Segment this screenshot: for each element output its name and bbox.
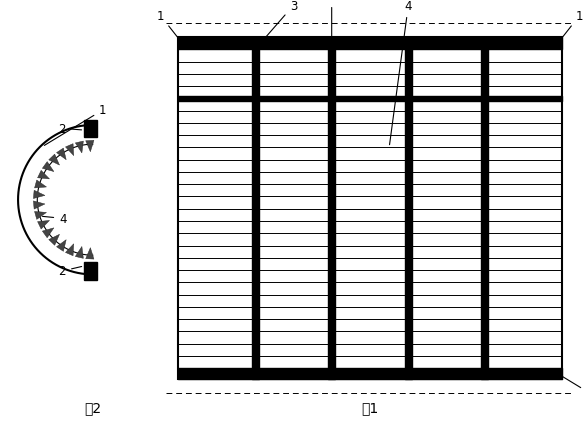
Polygon shape: [85, 248, 94, 259]
Text: 1: 1: [559, 10, 583, 42]
Text: 2: 2: [328, 0, 335, 47]
Bar: [84, 263, 97, 280]
Polygon shape: [75, 247, 83, 259]
Polygon shape: [37, 221, 50, 230]
Polygon shape: [66, 144, 74, 156]
Polygon shape: [33, 191, 45, 199]
Text: 图1: 图1: [362, 400, 378, 414]
Polygon shape: [35, 181, 46, 189]
Text: 4: 4: [43, 213, 67, 225]
Polygon shape: [66, 244, 74, 256]
Polygon shape: [42, 162, 54, 172]
Text: 3: 3: [257, 0, 297, 48]
Text: 1: 1: [157, 10, 181, 42]
Polygon shape: [75, 142, 83, 153]
Polygon shape: [37, 171, 50, 179]
Polygon shape: [33, 201, 45, 210]
Polygon shape: [42, 228, 54, 238]
Text: 4: 4: [390, 0, 412, 145]
Text: 图2: 图2: [84, 400, 101, 414]
Text: 2: 2: [58, 265, 82, 278]
Polygon shape: [57, 149, 66, 160]
Polygon shape: [49, 235, 60, 246]
Bar: [178, 38, 562, 379]
Text: 2: 2: [58, 123, 81, 135]
Polygon shape: [57, 240, 66, 252]
Polygon shape: [49, 155, 60, 166]
Text: 2: 2: [560, 375, 585, 400]
Polygon shape: [85, 141, 94, 153]
Bar: [84, 121, 97, 138]
Text: 1: 1: [44, 104, 106, 146]
Polygon shape: [35, 212, 46, 220]
